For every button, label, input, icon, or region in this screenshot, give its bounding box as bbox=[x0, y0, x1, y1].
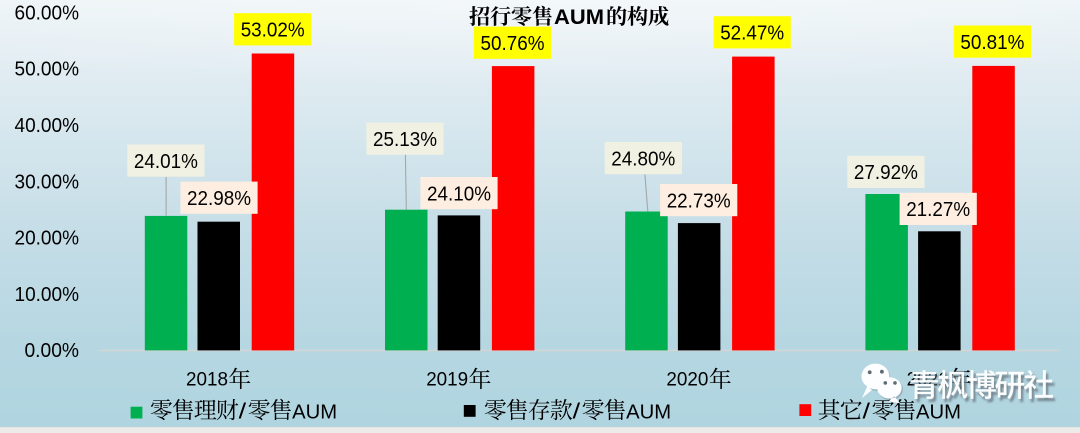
svg-text:50.00%: 50.00% bbox=[15, 58, 80, 81]
svg-text:50.76%: 50.76% bbox=[481, 32, 545, 55]
svg-text:24.10%: 24.10% bbox=[427, 182, 491, 205]
svg-text:2020: 2020 bbox=[666, 368, 708, 390]
svg-text:25.13%: 25.13% bbox=[373, 128, 437, 151]
svg-text:60.00%: 60.00% bbox=[15, 1, 80, 24]
svg-text:10.00%: 10.00% bbox=[15, 283, 80, 306]
svg-text:22.98%: 22.98% bbox=[187, 187, 251, 210]
svg-text:/: / bbox=[863, 398, 872, 423]
svg-text:20.00%: 20.00% bbox=[15, 227, 80, 250]
svg-text:52.47%: 52.47% bbox=[720, 22, 784, 45]
svg-text:0.00%: 0.00% bbox=[25, 339, 80, 362]
svg-text:24.01%: 24.01% bbox=[134, 150, 198, 173]
svg-text:53.02%: 53.02% bbox=[241, 19, 305, 42]
svg-text:/: / bbox=[573, 398, 582, 423]
svg-text:21.27%: 21.27% bbox=[906, 198, 970, 221]
svg-text:AUM: AUM bbox=[916, 400, 961, 423]
svg-text:22.73%: 22.73% bbox=[667, 189, 731, 212]
svg-text:AUM: AUM bbox=[626, 400, 671, 423]
svg-text:27.92%: 27.92% bbox=[854, 161, 918, 184]
svg-text:30.00%: 30.00% bbox=[15, 170, 80, 193]
svg-text:AUM: AUM bbox=[554, 6, 604, 29]
svg-text:40.00%: 40.00% bbox=[15, 114, 80, 137]
svg-text:24.80%: 24.80% bbox=[611, 147, 675, 170]
svg-text:2018: 2018 bbox=[186, 368, 228, 390]
svg-text:/: / bbox=[239, 398, 248, 423]
svg-text:50.81%: 50.81% bbox=[960, 31, 1024, 54]
svg-text:AUM: AUM bbox=[292, 400, 337, 423]
svg-text:2019: 2019 bbox=[426, 368, 468, 390]
